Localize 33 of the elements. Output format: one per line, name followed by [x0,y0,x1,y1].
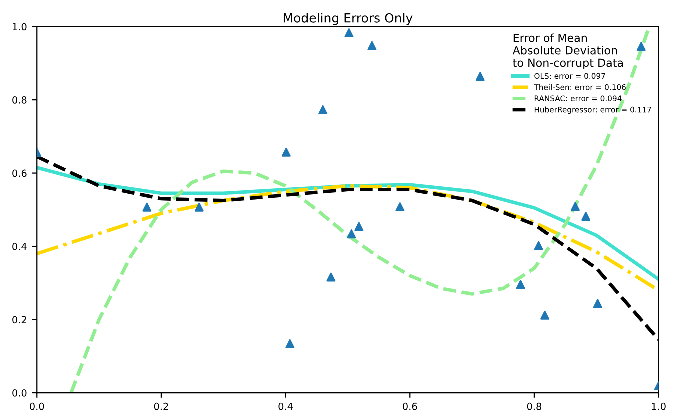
point [582,212,591,222]
legend-title: Error of Mean Absolute Deviation to Non-corrupt Data [512,34,624,70]
point [534,241,544,250]
y-tick-label: 0.4 [12,243,27,250]
y-tick-label: 0.0 [12,390,27,397]
y-tick-label: 0.6 [12,170,27,178]
y-tick-label: 1.0 [13,23,27,31]
x-tick-label: 0.8 [527,402,542,410]
point [593,299,602,308]
y-tick-label: 0.8 [12,96,27,104]
y-tick-label: 0.2 [12,316,26,324]
point [142,202,152,212]
x-tick-label: 0.4 [278,402,293,410]
x-tick-label: 0.2 [154,402,168,410]
point [344,28,354,38]
point [368,41,377,50]
x-tick-label: 1.0 [652,402,666,410]
point [570,202,580,212]
point [286,339,295,348]
point [540,310,550,320]
point [318,105,328,114]
point [282,148,291,157]
point [396,202,405,212]
x-tick-label: 0.0 [30,402,44,410]
point [326,272,336,282]
point [354,222,364,232]
x-tick-label: 0.6 [403,402,418,410]
point [347,230,356,239]
chart-title: Modeling Errors Only [284,13,413,26]
point [476,72,485,82]
point [636,42,646,52]
point [194,202,204,212]
point [516,280,526,290]
